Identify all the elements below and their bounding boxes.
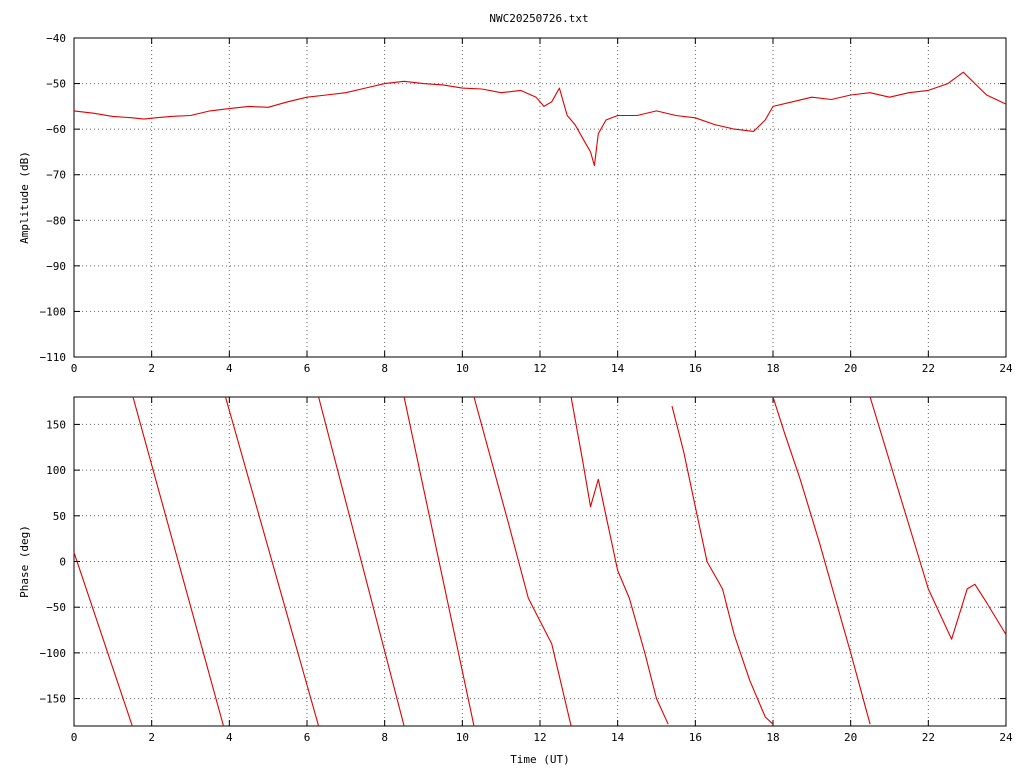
amplitude-y-tick-label-3: −80 [46, 214, 66, 227]
amplitude-x-tick-label-7: 14 [611, 362, 625, 375]
phase-x-tick-label-0: 0 [71, 731, 78, 744]
phase-y-tick-label-5: 100 [46, 464, 66, 477]
amplitude-x-tick-label-0: 0 [71, 362, 78, 375]
amplitude-x-tick-label-12: 24 [999, 362, 1013, 375]
amplitude-y-axis-label: Amplitude (dB) [18, 151, 31, 244]
amplitude-x-tick-label-8: 16 [689, 362, 702, 375]
phase-x-tick-label-3: 6 [304, 731, 311, 744]
phase-y-axis-label: Phase (deg) [18, 525, 31, 598]
amplitude-x-tick-label-5: 10 [456, 362, 469, 375]
phase-x-tick-label-1: 2 [148, 731, 155, 744]
amplitude-y-tick-label-2: −90 [46, 260, 66, 273]
chart-title: NWC20250726.txt [489, 12, 588, 25]
amplitude-x-tick-label-11: 22 [922, 362, 935, 375]
amplitude-y-tick-label-5: −60 [46, 123, 66, 136]
amplitude-x-tick-label-3: 6 [304, 362, 311, 375]
amplitude-x-tick-label-1: 2 [148, 362, 155, 375]
phase-x-tick-label-2: 4 [226, 731, 233, 744]
phase-x-tick-label-10: 20 [844, 731, 857, 744]
amplitude-y-tick-label-0: −110 [40, 351, 67, 364]
phase-y-tick-label-6: 150 [46, 418, 66, 431]
phase-y-tick-label-1: −100 [40, 647, 67, 660]
phase-y-tick-label-2: −50 [46, 601, 66, 614]
amplitude-x-tick-label-9: 18 [766, 362, 779, 375]
amplitude-y-tick-label-1: −100 [40, 305, 67, 318]
amplitude-x-tick-label-4: 8 [381, 362, 388, 375]
phase-x-axis-label: Time (UT) [510, 753, 570, 766]
phase-x-tick-label-12: 24 [999, 731, 1013, 744]
phase-x-tick-label-11: 22 [922, 731, 935, 744]
amplitude-y-tick-label-4: −70 [46, 169, 66, 182]
amplitude-y-tick-label-7: −40 [46, 32, 66, 45]
amplitude-x-tick-label-6: 12 [533, 362, 546, 375]
phase-y-tick-label-0: −150 [40, 693, 67, 706]
amplitude-x-tick-label-10: 20 [844, 362, 857, 375]
phase-x-tick-label-4: 8 [381, 731, 388, 744]
amplitude-y-tick-label-6: −50 [46, 78, 66, 91]
phase-x-tick-label-7: 14 [611, 731, 625, 744]
amplitude-series-line-0 [73, 71, 1007, 167]
phase-series-line-0 [73, 396, 1007, 727]
phase-x-tick-label-6: 12 [533, 731, 546, 744]
amplitude-plot-frame [73, 37, 1007, 358]
phase-x-tick-label-5: 10 [456, 731, 469, 744]
amplitude-x-tick-label-2: 4 [226, 362, 233, 375]
phase-y-tick-label-3: 0 [59, 556, 66, 569]
phase-x-tick-label-9: 18 [766, 731, 779, 744]
phase-x-tick-label-8: 16 [689, 731, 702, 744]
phase-y-tick-label-4: 50 [53, 510, 66, 523]
